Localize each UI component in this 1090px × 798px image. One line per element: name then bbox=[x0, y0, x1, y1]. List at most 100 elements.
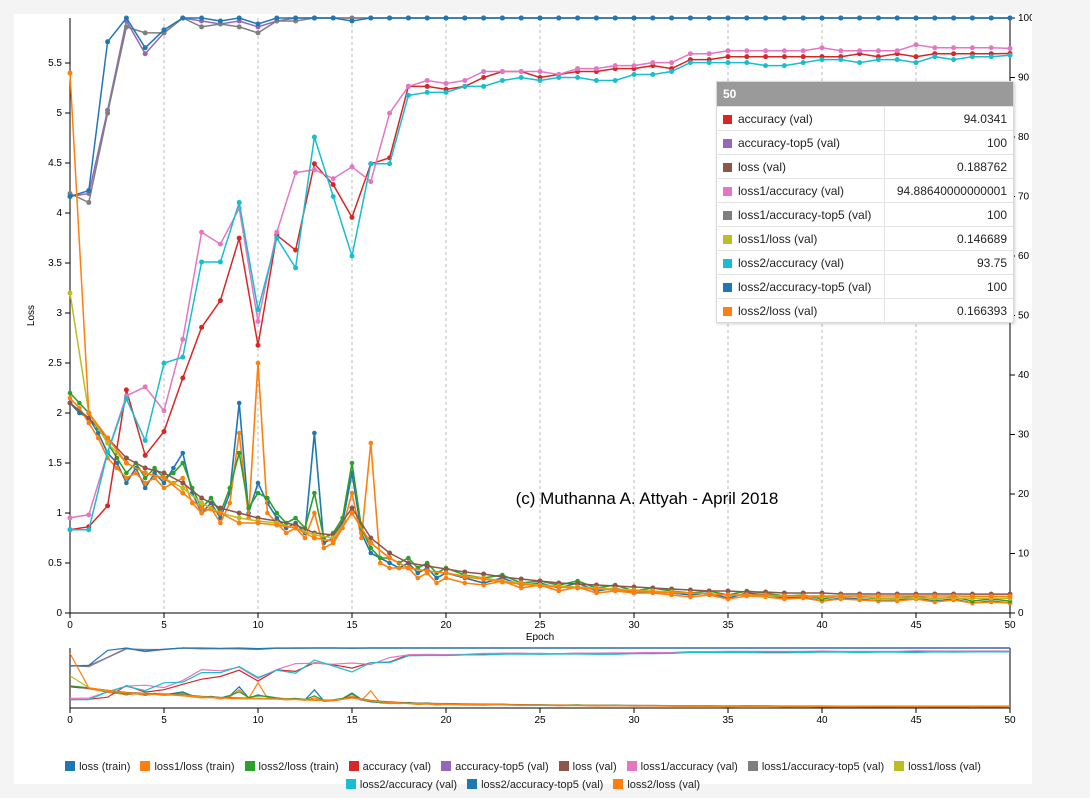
data-point bbox=[875, 57, 881, 63]
watermark: (c) Muthanna A. Attyah - April 2018 bbox=[516, 489, 779, 508]
data-point bbox=[302, 535, 308, 541]
data-point bbox=[114, 460, 120, 466]
legend-item-loss2-accuracy-top5-val[interactable]: loss2/accuracy-top5 (val) bbox=[467, 776, 603, 794]
data-point bbox=[499, 579, 505, 585]
data-point bbox=[800, 15, 806, 21]
data-point bbox=[199, 510, 204, 516]
legend-swatch bbox=[244, 761, 255, 771]
data-point bbox=[556, 584, 562, 590]
overview-x-tick-label: 20 bbox=[440, 715, 452, 726]
data-point bbox=[481, 576, 487, 582]
data-point bbox=[405, 83, 411, 89]
data-point bbox=[424, 568, 430, 574]
data-point bbox=[349, 460, 355, 466]
data-point bbox=[913, 42, 919, 48]
data-point bbox=[857, 48, 863, 54]
data-point bbox=[612, 15, 618, 21]
data-point bbox=[293, 525, 299, 531]
data-point bbox=[819, 57, 825, 63]
y-left-tick-label: 2 bbox=[56, 408, 62, 419]
data-point bbox=[236, 450, 242, 456]
data-point bbox=[434, 575, 439, 581]
data-point bbox=[105, 435, 111, 441]
data-point bbox=[1007, 593, 1013, 599]
data-point bbox=[105, 440, 111, 446]
data-point bbox=[575, 15, 581, 21]
data-point bbox=[218, 520, 223, 526]
legend-swatch bbox=[345, 779, 356, 789]
data-point bbox=[387, 161, 393, 167]
tooltip-swatch bbox=[723, 162, 732, 172]
data-point bbox=[838, 57, 844, 63]
data-point bbox=[706, 60, 712, 66]
data-point bbox=[537, 15, 543, 21]
legend-item-loss1-loss-train[interactable]: loss1/loss (train) bbox=[140, 758, 235, 776]
data-point bbox=[443, 89, 449, 95]
data-point bbox=[124, 470, 129, 476]
tooltip-label: loss (val) bbox=[717, 154, 885, 179]
legend-item-loss2-accuracy-val[interactable]: loss2/accuracy (val) bbox=[345, 776, 457, 794]
data-point bbox=[913, 15, 919, 21]
x-tick-label: 35 bbox=[722, 620, 734, 631]
legend-item-loss1-accuracy-top5-val[interactable]: loss1/accuracy-top5 (val) bbox=[747, 758, 884, 776]
data-point bbox=[330, 182, 336, 188]
y-left-tick-label: 4.5 bbox=[48, 158, 62, 169]
data-point bbox=[387, 555, 393, 561]
legend-item-loss-val[interactable]: loss (val) bbox=[558, 758, 617, 776]
tooltip-label: loss2/accuracy-top5 (val) bbox=[717, 274, 885, 299]
data-point bbox=[857, 60, 863, 66]
data-point bbox=[781, 593, 787, 599]
chart-svg[interactable]: 0 5 10 15 20 25 30 35 40 45 5000.511.522.533.544.5… bbox=[14, 13, 1055, 758]
data-point bbox=[396, 565, 402, 571]
data-point bbox=[227, 500, 233, 506]
data-point bbox=[969, 45, 975, 51]
data-point bbox=[593, 66, 599, 72]
data-point bbox=[86, 420, 92, 426]
data-point bbox=[424, 83, 430, 89]
legend-item-loss1-loss-val[interactable]: loss1/loss (val) bbox=[894, 758, 981, 776]
data-point bbox=[312, 510, 317, 516]
data-point bbox=[932, 54, 938, 60]
data-point bbox=[246, 505, 251, 511]
legend-label: loss1/loss (val) bbox=[908, 761, 981, 773]
legend-item-loss1-accuracy-val[interactable]: loss1/accuracy (val) bbox=[626, 758, 738, 776]
legend-swatch bbox=[558, 761, 569, 771]
data-point bbox=[142, 465, 148, 471]
data-point bbox=[518, 576, 524, 582]
data-point bbox=[1007, 15, 1013, 21]
data-point bbox=[951, 45, 957, 51]
data-point bbox=[499, 77, 505, 83]
data-point bbox=[86, 527, 92, 533]
legend-item-loss2-loss-train[interactable]: loss2/loss (train) bbox=[244, 758, 339, 776]
data-point bbox=[424, 77, 430, 83]
data-point bbox=[67, 515, 73, 521]
data-point bbox=[236, 430, 242, 436]
legend-item-loss-train[interactable]: loss (train) bbox=[65, 758, 130, 776]
data-point bbox=[744, 48, 750, 54]
data-point bbox=[124, 475, 129, 481]
data-point bbox=[349, 214, 355, 220]
legend-item-accuracy-val[interactable]: accuracy (val) bbox=[348, 758, 431, 776]
data-point bbox=[1007, 45, 1013, 51]
series-loss2-loss-val bbox=[67, 70, 1013, 599]
data-point bbox=[152, 470, 157, 476]
data-point bbox=[781, 54, 787, 60]
data-point bbox=[481, 571, 487, 577]
data-point bbox=[669, 590, 675, 596]
data-point bbox=[330, 538, 336, 544]
data-point bbox=[330, 176, 336, 182]
x-tick-label: 5 bbox=[161, 620, 167, 631]
x-tick-label: 45 bbox=[910, 620, 922, 631]
tooltip-value: 100 bbox=[884, 130, 1013, 155]
data-point bbox=[725, 588, 731, 594]
legend-item-accuracy-top5-val[interactable]: accuracy-top5 (val) bbox=[441, 758, 549, 776]
data-point bbox=[781, 15, 787, 21]
overview-line-loss2-accuracy-val bbox=[70, 651, 1011, 701]
data-point bbox=[499, 15, 505, 21]
data-point bbox=[255, 21, 261, 27]
x-tick-label: 15 bbox=[346, 620, 358, 631]
data-point bbox=[387, 560, 392, 566]
data-point bbox=[988, 45, 994, 51]
data-point bbox=[293, 170, 299, 176]
legend-item-loss2-loss-val[interactable]: loss2/loss (val) bbox=[613, 776, 700, 794]
